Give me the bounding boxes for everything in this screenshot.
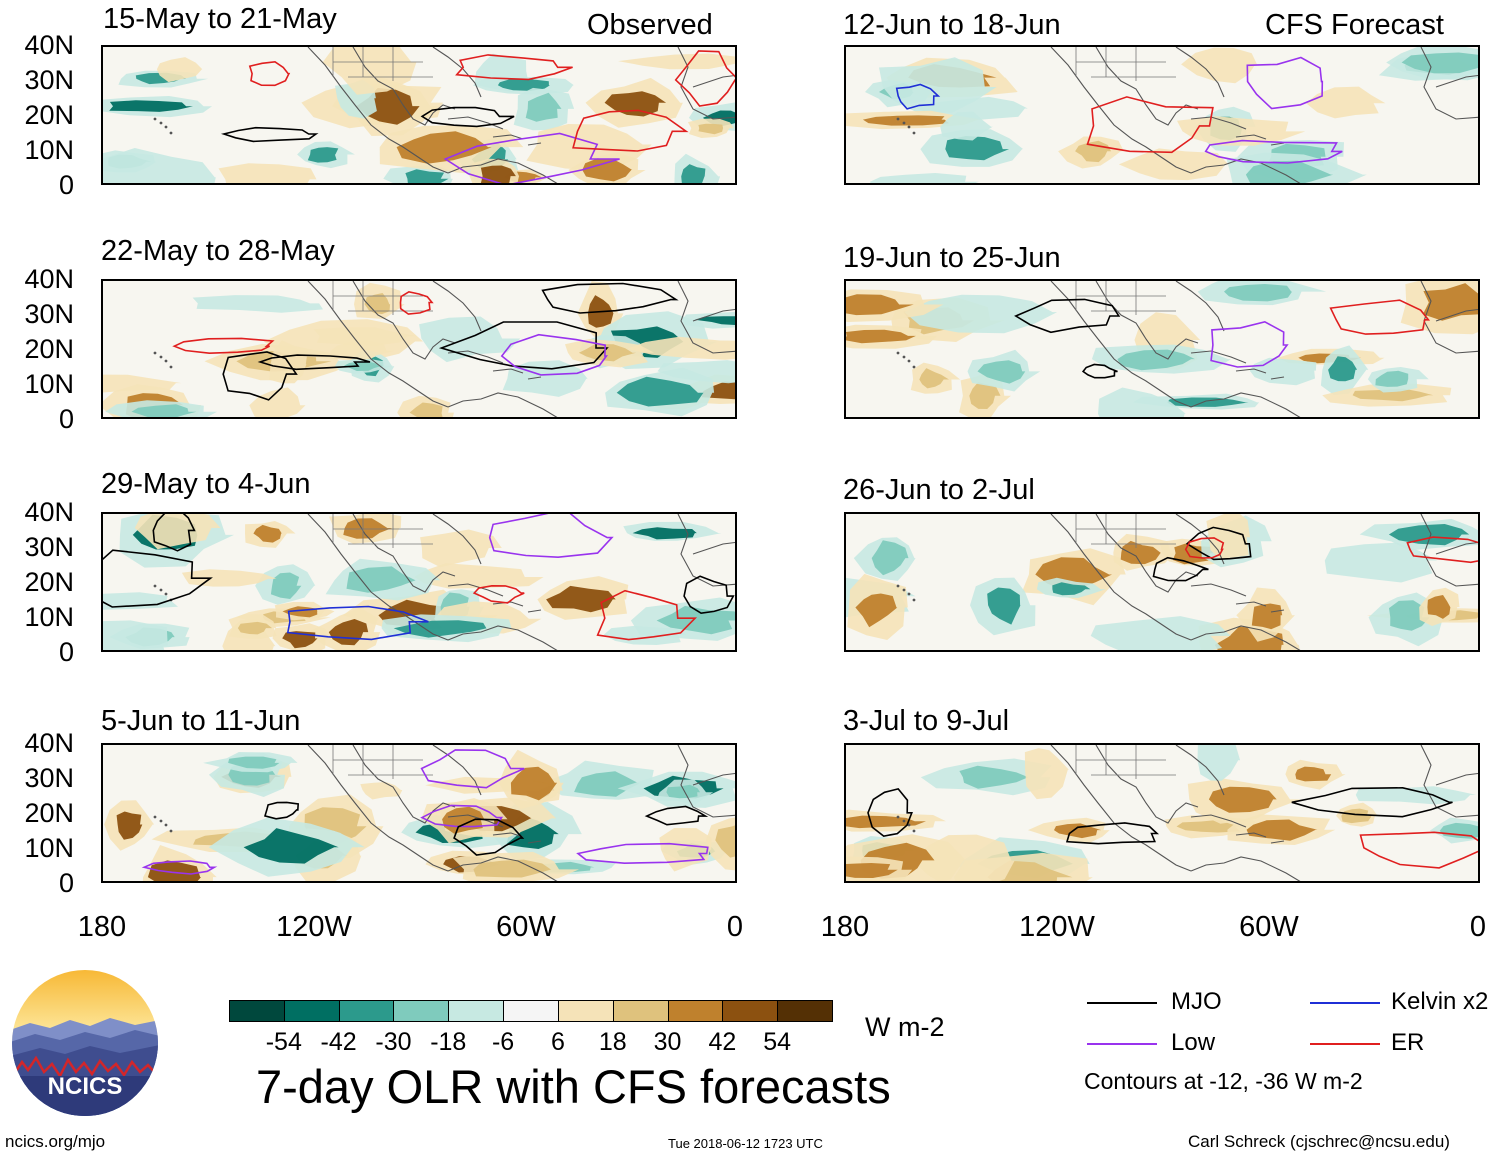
panel-title-fcst-2: 19-Jun to 25-Jun (843, 242, 1061, 274)
y-label-row3-0: 40N (24, 497, 74, 527)
forecast-header: CFS Forecast (1265, 9, 1444, 41)
main-title: 7-day OLR with CFS forecasts (256, 1060, 891, 1113)
contour-note: Contours at -12, -36 W m-2 (1084, 1068, 1363, 1094)
legend-label-kelvin: Kelvin x2 (1391, 988, 1489, 1015)
panel-title-obs-3: 29-May to 4-Jun (101, 468, 311, 500)
panel-title-fcst-3: 26-Jun to 2-Jul (843, 474, 1035, 506)
y-label-row3-1: 30N (24, 532, 74, 562)
y-label-row4-4: 0 (58, 868, 74, 898)
y-label-row4-1: 30N (24, 763, 74, 793)
colorbar-tick-label: -42 (320, 1028, 357, 1056)
legend-line-mjo (1087, 1002, 1157, 1004)
legend-label-low: Low (1171, 1029, 1216, 1056)
x-label-right-0: 180 (820, 911, 870, 943)
y-label-row2-4: 0 (58, 404, 74, 434)
map-panel-fcst-1 (844, 45, 1480, 185)
y-label-row3-3: 10N (24, 602, 74, 632)
map-panel-fcst-2 (844, 279, 1480, 419)
colorbar (229, 1000, 833, 1024)
colorbar-swatch (283, 1000, 340, 1022)
y-label-row4-3: 10N (24, 833, 74, 863)
map-panel-obs-3 (101, 512, 737, 652)
x-label-left-2: 60W (496, 911, 556, 943)
map-panel-fcst-4 (844, 743, 1480, 883)
panel-title-obs-1: 15-May to 21-May (103, 3, 337, 35)
colorbar-swatch (338, 1000, 395, 1022)
y-label-row1-3: 10N (24, 135, 74, 165)
ncics-logo: NCICS (12, 970, 158, 1116)
y-label-row2-3: 10N (24, 369, 74, 399)
footer-timestamp: Tue 2018-06-12 1723 UTC (668, 1136, 823, 1151)
colorbar-tick-label: -6 (491, 1028, 515, 1056)
y-label-row2-0: 40N (24, 264, 74, 294)
footer-url[interactable]: ncics.org/mjo (5, 1132, 106, 1151)
x-label-right-2: 60W (1239, 911, 1299, 943)
colorbar-swatch (612, 1000, 669, 1022)
map-panel-fcst-3 (844, 512, 1480, 652)
y-label-row4-0: 40N (24, 728, 74, 758)
observed-header: Observed (587, 9, 713, 41)
panel-title-fcst-4: 3-Jul to 9-Jul (843, 705, 1010, 737)
y-label-row2-1: 30N (24, 299, 74, 329)
legend-label-mjo: MJO (1171, 988, 1222, 1015)
panel-title-obs-4: 5-Jun to 11-Jun (101, 705, 301, 737)
y-label-row1-4: 0 (58, 170, 74, 200)
y-label-row2-2: 20N (24, 334, 74, 364)
y-label-row1-2: 20N (24, 100, 74, 130)
colorbar-tick-label: -54 (265, 1028, 302, 1056)
legend-line-low (1087, 1043, 1157, 1045)
colorbar-tick-label: 6 (550, 1028, 565, 1056)
colorbar-tick-label: -30 (375, 1028, 412, 1056)
colorbar-tick-label: 42 (708, 1028, 737, 1056)
colorbar-units: W m-2 (865, 1012, 945, 1042)
colorbar-swatch (722, 1000, 779, 1022)
colorbar-swatch (448, 1000, 505, 1022)
colorbar-swatch (557, 1000, 614, 1022)
footer-author: Carl Schreck (cjschrec@ncsu.edu) (1188, 1132, 1450, 1151)
map-panel-obs-4 (101, 743, 737, 883)
logo-text: NCICS (48, 1073, 123, 1100)
colorbar-tick-label: -18 (430, 1028, 467, 1056)
y-label-row3-4: 0 (58, 637, 74, 667)
colorbar-swatch (777, 1000, 833, 1022)
x-label-left-0: 180 (77, 911, 127, 943)
colorbar-swatch (229, 1000, 285, 1022)
colorbar-tick-label: 30 (653, 1028, 682, 1056)
y-label-row4-2: 20N (24, 798, 74, 828)
x-label-left-3: 0 (726, 911, 744, 943)
y-label-row1-0: 40N (24, 30, 74, 60)
colorbar-swatch (667, 1000, 724, 1022)
x-label-right-3: 0 (1469, 911, 1487, 943)
colorbar-swatch (393, 1000, 450, 1022)
y-label-row1-1: 30N (24, 65, 74, 95)
map-panel-obs-2 (101, 279, 737, 419)
y-label-row3-2: 20N (24, 567, 74, 597)
legend-label-er: ER (1391, 1029, 1425, 1056)
legend-line-kelvin (1310, 1002, 1380, 1004)
colorbar-tick-label: 54 (763, 1028, 792, 1056)
map-panel-obs-1 (101, 45, 737, 185)
x-label-right-1: 120W (1019, 911, 1095, 943)
colorbar-swatch (503, 1000, 559, 1022)
panel-title-fcst-1: 12-Jun to 18-Jun (843, 9, 1061, 41)
x-label-left-1: 120W (276, 911, 352, 943)
legend-line-er (1310, 1043, 1380, 1045)
colorbar-tick-label: 18 (598, 1028, 627, 1056)
panel-title-obs-2: 22-May to 28-May (101, 235, 335, 267)
